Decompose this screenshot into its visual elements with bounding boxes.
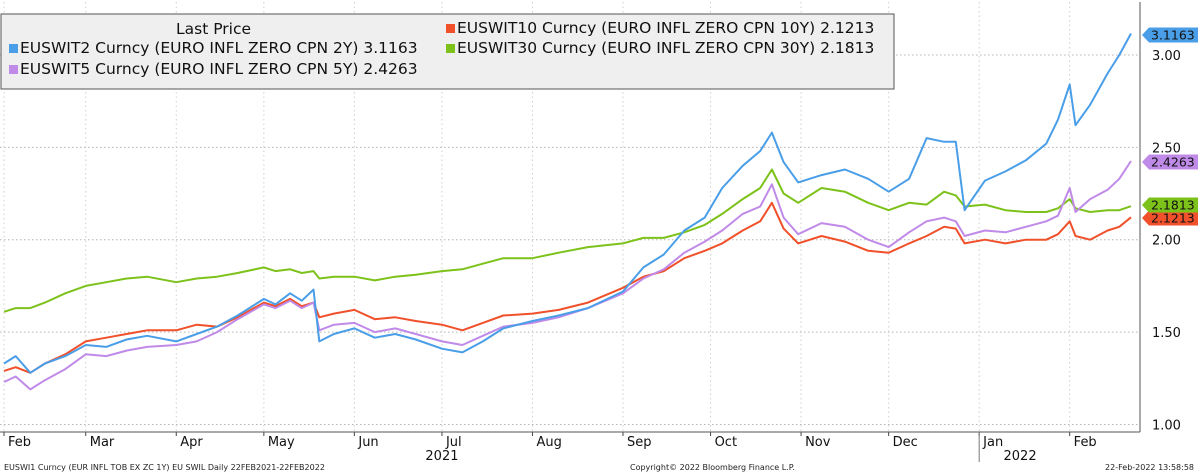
y-tick-label: 1.00 (1152, 419, 1181, 434)
series-line (3, 201, 1132, 374)
x-tick-label: Oct (715, 435, 737, 450)
last-value-label: 2.1813 (1151, 198, 1195, 213)
last-value-label: 2.4263 (1151, 155, 1195, 170)
legend-entry: EUSWIT10 Curncy (EURO INFL ZERO CPN 10Y)… (457, 19, 874, 37)
legend-title: Last Price (176, 20, 251, 38)
axes: 1.00 1.50 2.00 2.50 3.00 Feb Mar Apr May Jun Jul Au… (0, 2, 1181, 464)
x-tick-label: Jan (982, 435, 1003, 450)
footer-security-info: EUSWI1 Curncy (EUR INFL TOB EX ZC 1Y) EU… (4, 463, 325, 472)
last-value-tag (1142, 27, 1198, 43)
series-line (3, 33, 1132, 374)
last-value-label: 2.1213 (1151, 211, 1195, 226)
y-tick-label: 2.00 (1152, 234, 1181, 249)
year-label: 2021 (425, 449, 458, 464)
y-tick-label: 1.50 (1152, 326, 1181, 341)
legend-entry: EUSWIT2 Curncy (EURO INFL ZERO CPN 2Y) 3… (20, 39, 418, 57)
legend-swatch (446, 24, 455, 33)
legend-swatch (9, 44, 18, 53)
legend-swatch (446, 44, 455, 53)
year-label: 2022 (1004, 449, 1037, 464)
x-tick-label: Jul (445, 435, 462, 450)
y-tick-label: 3.00 (1152, 49, 1181, 64)
series-lines (3, 33, 1132, 391)
last-value-label: 3.1163 (1151, 28, 1195, 43)
x-tick-label: Feb (8, 435, 31, 450)
series-line (3, 168, 1132, 313)
footer-copyright: Copyright© 2022 Bloomberg Finance L.P. (630, 463, 795, 472)
legend-swatch (9, 65, 18, 74)
x-tick-label: Aug (536, 435, 561, 450)
x-tick-label: Jun (357, 435, 378, 450)
x-tick-label: Apr (180, 435, 203, 450)
legend-entry: EUSWIT30 Curncy (EURO INFL ZERO CPN 30Y)… (457, 39, 874, 57)
x-tick-label: Mar (90, 435, 115, 450)
x-tick-label: Nov (805, 435, 831, 450)
y-tick-label: 2.50 (1152, 141, 1181, 156)
legend-entry: EUSWIT5 Curncy (EURO INFL ZERO CPN 5Y) 2… (20, 60, 418, 78)
x-tick-label: May (268, 435, 295, 450)
x-tick-label: Sep (627, 435, 652, 450)
last-value-tag (1142, 154, 1198, 170)
footer-timestamp: 22-Feb-2022 13:58:58 (1105, 463, 1194, 472)
last-value-tag (1142, 197, 1198, 213)
last-value-tag (1142, 210, 1198, 226)
x-tick-label: Feb (1074, 435, 1097, 450)
x-tick-label: Dec (893, 435, 918, 450)
